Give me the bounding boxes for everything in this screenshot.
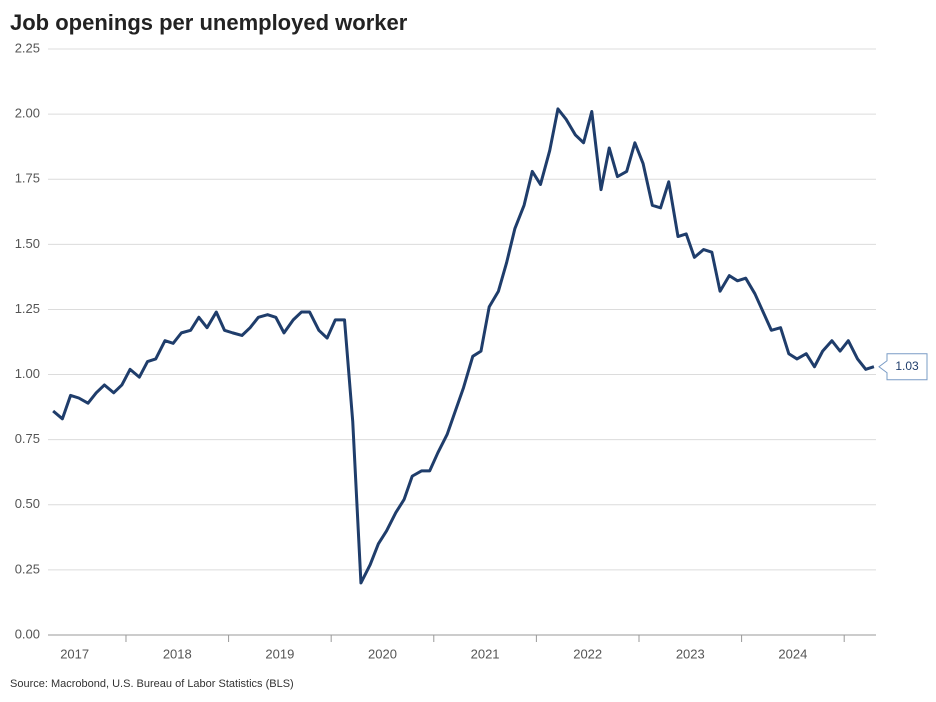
x-tick-label: 2023: [676, 646, 705, 661]
y-tick-label: 0.75: [15, 431, 40, 446]
x-tick-label: 2021: [471, 646, 500, 661]
chart-title: Job openings per unemployed worker: [10, 10, 408, 35]
data-line: [52, 107, 875, 585]
x-tick-label: 2024: [778, 646, 807, 661]
y-tick-label: 2.25: [15, 40, 40, 55]
y-tick-label: 0.00: [15, 626, 40, 641]
x-tick-label: 2022: [573, 646, 602, 661]
y-tick-label: 2.00: [15, 106, 40, 121]
y-tick-label: 1.50: [15, 236, 40, 251]
source: Source: Macrobond, U.S. Bureau of Labor …: [10, 678, 294, 690]
y-tick-label: 1.75: [15, 171, 40, 186]
y-tick-label: 0.50: [15, 496, 40, 511]
x-tick-label: 2017: [60, 646, 89, 661]
y-tick-label: 0.25: [15, 561, 40, 576]
last-value-label: 1.03: [895, 359, 919, 373]
y-tick-label: 1.00: [15, 366, 40, 381]
y-tick-label: 1.25: [15, 301, 40, 316]
x-tick-label: 2019: [265, 646, 294, 661]
x-tick-label: 2018: [163, 646, 192, 661]
x-tick-label: 2020: [368, 646, 397, 661]
value-callout: [878, 353, 928, 381]
